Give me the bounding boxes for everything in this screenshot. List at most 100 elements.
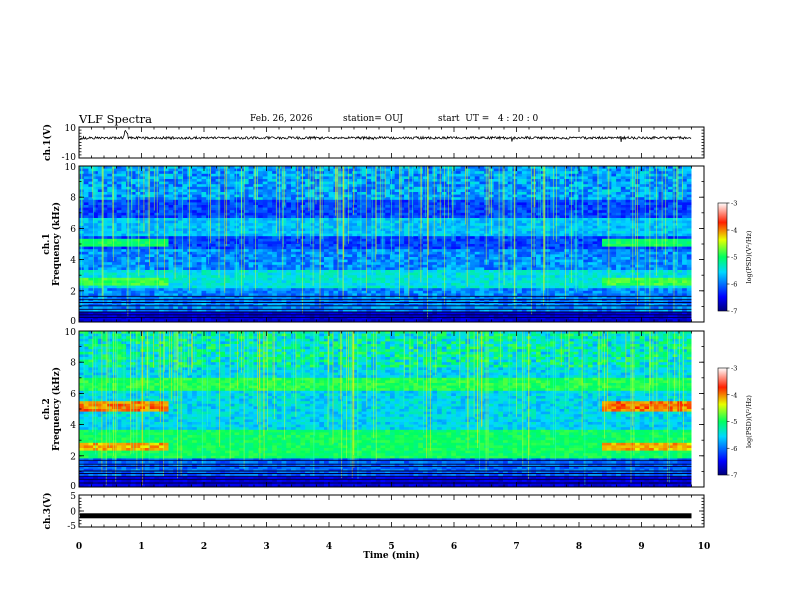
- heatmap-cell: [182, 207, 188, 211]
- heatmap-cell: [116, 275, 122, 279]
- heatmap-cell: [455, 277, 461, 281]
- heatmap-cell: [418, 290, 424, 294]
- heatmap-cell: [455, 218, 461, 221]
- heatmap-cell: [361, 319, 367, 323]
- heatmap-cell: [149, 293, 155, 297]
- heatmap-cell: [248, 202, 254, 206]
- heatmap-cell: [201, 171, 207, 175]
- heatmap-cell: [286, 168, 292, 172]
- heatmap-cell: [258, 218, 264, 221]
- heatmap-cell: [422, 262, 428, 266]
- heatmap-cell: [258, 189, 264, 193]
- heatmap-cell: [83, 311, 89, 315]
- heatmap-cell: [206, 296, 212, 299]
- heatmap-cell: [328, 272, 334, 276]
- heatmap-cell: [267, 225, 273, 229]
- heatmap-cell: [192, 303, 198, 307]
- heatmap-cell: [361, 228, 367, 232]
- heatmap-cell: [342, 166, 348, 169]
- heatmap-cell: [215, 225, 221, 229]
- heatmap-cell: [385, 270, 391, 273]
- heatmap-cell: [361, 199, 367, 203]
- heatmap-cell: [97, 290, 103, 294]
- heatmap-cell: [347, 272, 353, 276]
- heatmap-cell: [229, 233, 235, 237]
- heatmap-cell: [168, 210, 174, 214]
- heatmap-cell: [267, 215, 273, 219]
- heatmap-cell: [408, 173, 414, 177]
- heatmap-cell: [140, 241, 146, 245]
- heatmap-cell: [253, 314, 259, 318]
- heatmap-cell: [177, 205, 183, 208]
- heatmap-cell: [168, 241, 174, 245]
- heatmap-cell: [258, 272, 264, 276]
- heatmap-cell: [272, 296, 278, 299]
- heatmap-cell: [116, 238, 122, 242]
- heatmap-cell: [97, 275, 103, 279]
- heatmap-cell: [173, 176, 179, 180]
- heatmap-cell: [408, 303, 414, 307]
- heatmap-cell: [437, 173, 443, 177]
- heatmap-cell: [361, 189, 367, 193]
- heatmap-cell: [338, 249, 344, 253]
- heatmap-cell: [173, 199, 179, 203]
- heatmap-cell: [281, 319, 287, 323]
- heatmap-cell: [243, 176, 249, 180]
- heatmap-cell: [371, 277, 377, 281]
- heatmap-cell: [130, 280, 136, 284]
- heatmap-cell: [309, 168, 315, 172]
- heatmap-cell: [446, 293, 452, 297]
- heatmap-cell: [111, 199, 118, 203]
- heatmap-cell: [111, 205, 118, 208]
- heatmap-cell: [413, 236, 419, 240]
- heatmap-cell: [314, 316, 320, 320]
- heatmap-cell: [83, 184, 89, 188]
- heatmap-cell: [220, 215, 226, 219]
- heatmap-cell: [201, 246, 207, 250]
- heatmap-cell: [107, 215, 113, 219]
- heatmap-cell: [375, 207, 381, 211]
- heatmap-cell: [385, 288, 391, 292]
- heatmap-cell: [328, 205, 334, 208]
- heatmap-cell: [305, 215, 311, 219]
- heatmap-cell: [413, 181, 419, 185]
- heatmap-cell: [309, 290, 315, 294]
- heatmap-cell: [455, 184, 461, 188]
- heatmap-cell: [220, 280, 226, 284]
- heatmap-cell: [107, 168, 113, 172]
- heatmap-cell: [446, 264, 452, 268]
- heatmap-cell: [455, 215, 461, 219]
- heatmap-cell: [295, 309, 301, 312]
- heatmap-cell: [159, 231, 165, 234]
- heatmap-cell: [342, 220, 348, 224]
- heatmap-cell: [88, 254, 94, 258]
- heatmap-cell: [314, 179, 320, 182]
- heatmap-cell: [111, 168, 118, 172]
- heatmap-cell: [276, 259, 282, 263]
- heatmap-cell: [356, 267, 363, 271]
- heatmap-cell: [140, 212, 146, 216]
- heatmap-cell: [210, 231, 216, 234]
- heatmap-cell: [309, 210, 315, 214]
- heatmap-cell: [107, 223, 113, 227]
- heatmap-cell: [427, 184, 433, 188]
- heatmap-cell: [272, 231, 278, 234]
- heatmap-cell: [201, 303, 207, 307]
- heatmap-cell: [220, 202, 226, 206]
- heatmap-cell: [305, 171, 311, 175]
- heatmap-cell: [83, 210, 89, 214]
- heatmap-cell: [149, 189, 155, 193]
- heatmap-cell: [455, 241, 461, 245]
- heatmap-cell: [328, 220, 334, 224]
- heatmap-cell: [375, 251, 381, 255]
- heatmap-cell: [281, 184, 287, 188]
- heatmap-cell: [389, 249, 396, 253]
- heatmap-cell: [413, 264, 419, 268]
- heatmap-cell: [173, 249, 179, 253]
- heatmap-cell: [116, 270, 122, 273]
- heatmap-cell: [291, 210, 297, 214]
- heatmap-cell: [375, 220, 381, 224]
- heatmap-cell: [107, 176, 113, 180]
- heatmap-cell: [248, 257, 254, 260]
- heatmap-cell: [361, 236, 367, 240]
